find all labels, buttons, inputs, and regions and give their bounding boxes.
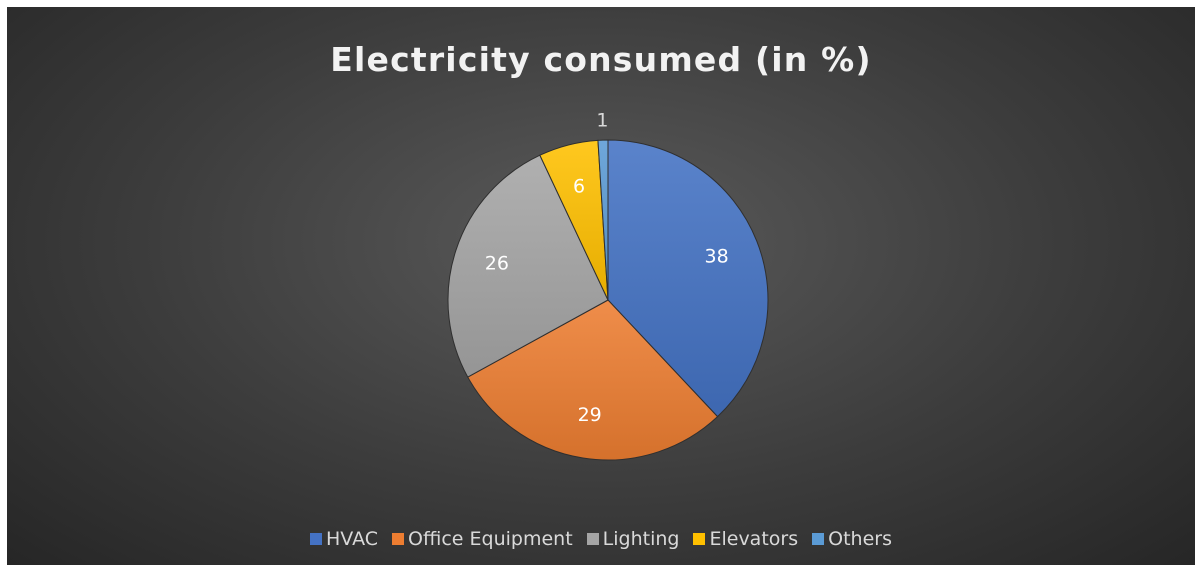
legend-label: Lighting (602, 528, 680, 550)
data-label-others: 1 (596, 109, 608, 131)
legend-label: Office Equipment (408, 528, 573, 550)
pie-chart: 38 29 26 6 1 (447, 109, 769, 461)
chart-title: Electricity consumed (in %) (330, 40, 872, 79)
legend-label: HVAC (326, 528, 379, 550)
data-label-hvac: 38 (705, 246, 729, 268)
legend-item-others: Others (812, 528, 892, 550)
data-label-lighting: 26 (485, 252, 509, 274)
legend-item-hvac: HVAC (310, 528, 378, 550)
pie-slice-others (597, 139, 609, 301)
pie-slice-lighting (447, 154, 609, 378)
legend-item-elevators: Elevators (693, 528, 798, 550)
legend-swatch (310, 533, 323, 545)
legend-item-office-equipment: Office Equipment (392, 528, 573, 550)
legend-label: Elevators (709, 528, 799, 550)
data-label-elevators: 6 (573, 175, 585, 197)
chart-area: Electricity consumed (in %) 38 29 26 6 1 HVA… (7, 7, 1195, 565)
legend: HVAC Office Equipment Lighting Elevators Oth… (7, 528, 1195, 550)
data-label-office-equipment: 29 (578, 404, 602, 426)
legend-swatch (693, 533, 706, 545)
pie-slice-office-equipment (467, 299, 719, 461)
legend-swatch (392, 533, 405, 545)
legend-item-lighting: Lighting (586, 528, 680, 550)
legend-swatch (812, 533, 825, 545)
pie-slice-hvac (607, 139, 769, 418)
legend-label: Others (828, 528, 892, 550)
legend-swatch (586, 533, 599, 545)
